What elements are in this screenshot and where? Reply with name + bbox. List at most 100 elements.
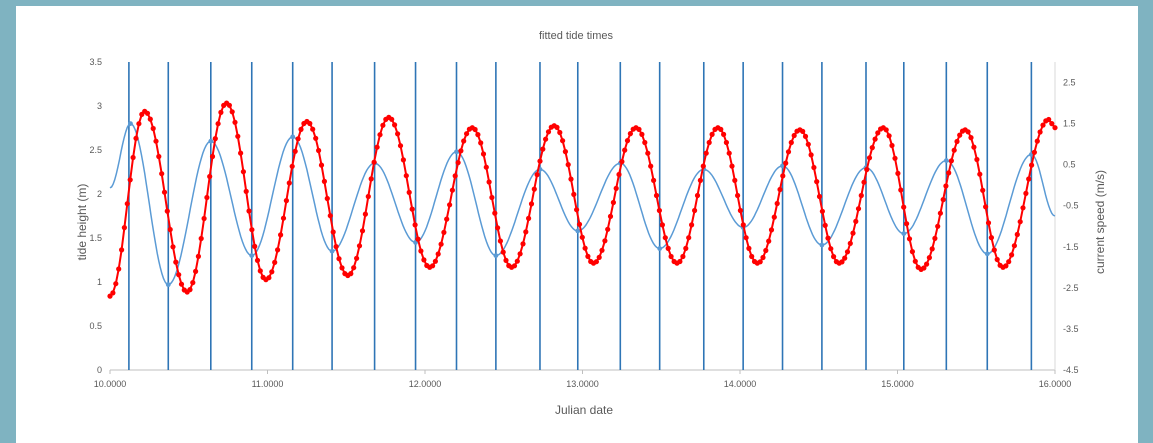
current-speed-marker xyxy=(1006,259,1012,265)
current-speed-marker xyxy=(511,263,518,269)
current-speed-marker xyxy=(909,249,916,255)
current-speed-marker xyxy=(662,235,668,241)
current-speed-marker xyxy=(988,235,995,241)
current-speed-marker xyxy=(351,265,357,271)
current-speed-marker xyxy=(1052,125,1058,131)
current-speed-marker xyxy=(269,269,275,275)
current-speed-marker xyxy=(207,173,213,180)
current-speed-marker xyxy=(932,235,938,241)
current-speed-marker xyxy=(602,238,608,244)
current-speed-marker xyxy=(327,213,333,219)
current-speed-marker xyxy=(1014,231,1020,238)
current-speed-marker xyxy=(946,170,952,176)
current-speed-marker xyxy=(740,222,746,228)
current-speed-marker xyxy=(596,254,602,260)
current-speed-marker xyxy=(943,183,949,189)
y-tick-label: 1.5 xyxy=(89,233,102,243)
current-speed-marker xyxy=(1046,116,1052,123)
current-speed-marker xyxy=(432,258,438,264)
current-speed-marker xyxy=(680,253,686,260)
current-speed-marker xyxy=(161,189,168,195)
current-speed-marker xyxy=(243,188,249,194)
y2-tick-label: -1.5 xyxy=(1063,242,1079,252)
current-speed-marker xyxy=(926,255,933,261)
current-speed-marker xyxy=(461,138,467,144)
current-speed-marker xyxy=(929,246,935,252)
tick-labels: 10.0000 11.0000 12.0000 13.0000 14.0000 15.00… xyxy=(89,57,1078,389)
current-speed-marker xyxy=(636,126,642,132)
current-speed-marker xyxy=(1034,138,1040,144)
current-speed-marker xyxy=(272,259,278,265)
current-speed-marker xyxy=(668,253,674,260)
current-speed-marker xyxy=(954,138,960,145)
current-speed-marker xyxy=(819,208,826,214)
current-speed-marker xyxy=(971,144,977,150)
current-speed-marker xyxy=(613,185,619,191)
current-speed-marker xyxy=(898,187,904,193)
current-speed-marker xyxy=(257,268,263,274)
current-speed-marker xyxy=(295,136,301,142)
current-speed-marker xyxy=(737,207,744,214)
current-speed-marker xyxy=(173,259,179,265)
current-speed-marker xyxy=(622,147,628,153)
current-speed-marker xyxy=(472,126,478,133)
tide-height-point xyxy=(165,282,171,288)
current-speed-marker xyxy=(354,255,360,261)
current-speed-marker xyxy=(912,258,918,264)
current-speed-marker xyxy=(240,169,246,175)
current-speed-marker xyxy=(359,228,366,234)
current-speed-marker xyxy=(935,223,941,229)
current-speed-marker xyxy=(822,222,828,228)
current-speed-marker xyxy=(924,261,930,267)
current-speed-marker xyxy=(783,160,789,166)
current-speed-marker xyxy=(585,253,591,259)
current-speed-marker xyxy=(475,132,481,138)
current-speed-marker xyxy=(729,163,735,169)
current-speed-marker xyxy=(665,245,671,251)
current-speed-marker xyxy=(215,121,221,127)
current-speed-marker xyxy=(278,232,284,238)
current-speed-marker xyxy=(689,222,695,228)
current-speed-marker xyxy=(788,139,794,146)
current-speed-marker xyxy=(298,126,304,132)
current-speed-marker xyxy=(531,186,537,192)
current-speed-marker xyxy=(858,192,864,199)
current-speed-marker xyxy=(356,243,363,249)
current-speed-marker xyxy=(850,230,856,236)
current-speed-marker xyxy=(651,177,657,183)
current-speed-marker xyxy=(842,255,848,261)
current-speed-marker xyxy=(648,163,654,169)
current-speed-marker xyxy=(816,193,823,200)
current-speed-marker xyxy=(444,216,450,222)
current-speed-marker xyxy=(497,238,503,244)
current-speed-marker xyxy=(503,257,509,263)
current-speed-marker xyxy=(593,259,600,265)
current-speed-marker xyxy=(458,148,464,154)
tide-height-point xyxy=(984,251,990,257)
current-speed-marker xyxy=(371,159,377,165)
current-speed-marker xyxy=(994,256,1000,263)
tide-height-point xyxy=(329,248,335,254)
current-speed-marker xyxy=(1003,263,1009,269)
current-speed-marker xyxy=(766,238,772,244)
current-speed-marker xyxy=(565,162,571,168)
current-speed-marker xyxy=(283,198,289,204)
current-speed-marker xyxy=(616,171,622,178)
x-tick-label: 16.0000 xyxy=(1039,379,1072,389)
current-speed-marker xyxy=(121,225,127,231)
current-speed-marker xyxy=(195,253,201,259)
current-speed-marker xyxy=(785,149,792,155)
current-speed-marker xyxy=(697,177,704,183)
current-speed-marker xyxy=(316,147,322,154)
current-speed-marker xyxy=(951,147,957,153)
y2-tick-label: -0.5 xyxy=(1063,201,1079,211)
current-speed-marker xyxy=(875,130,881,136)
current-speed-marker xyxy=(176,272,182,278)
current-speed-marker xyxy=(377,132,383,138)
y2-tick-label: -4.5 xyxy=(1063,365,1079,375)
current-speed-marker xyxy=(757,259,763,265)
current-speed-marker xyxy=(692,207,698,214)
current-speed-marker xyxy=(452,173,458,179)
current-speed-marker xyxy=(808,152,814,158)
current-speed-marker xyxy=(839,259,845,265)
